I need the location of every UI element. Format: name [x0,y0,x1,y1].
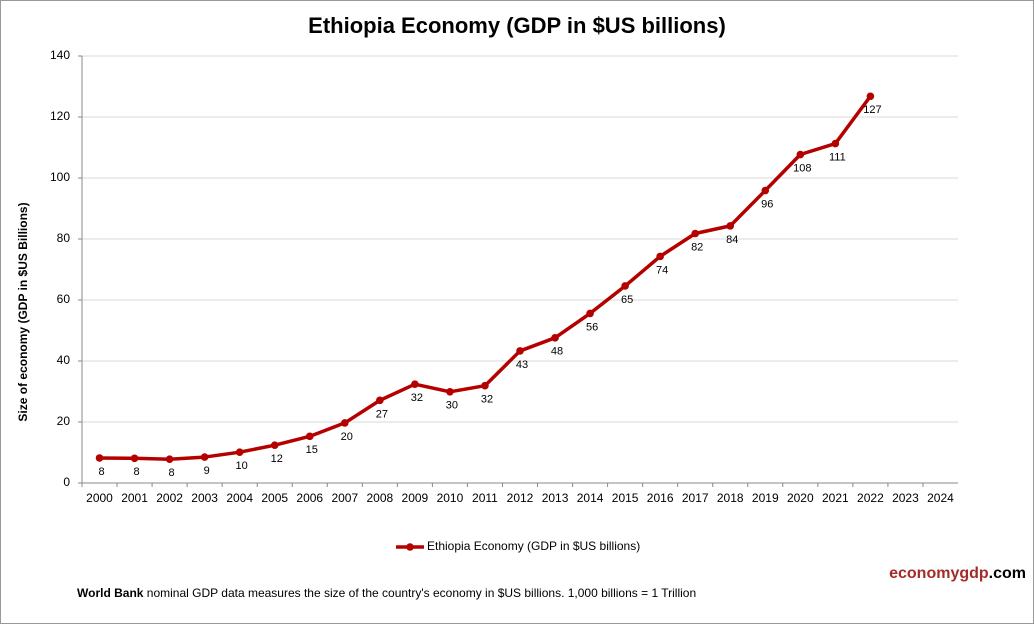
y-tick-label: 20 [57,414,71,428]
chart-title: Ethiopia Economy (GDP in $US billions) [308,13,726,38]
data-label: 74 [656,264,668,276]
x-tick-label: 2019 [752,491,779,505]
data-point [95,454,104,462]
footnote-text: nominal GDP data measures the size of th… [143,586,696,600]
data-label: 15 [306,444,318,456]
x-tick-label: 2020 [787,491,814,505]
data-label: 32 [481,394,493,406]
data-point [200,453,209,461]
data-point [726,222,735,230]
data-point [866,92,875,101]
data-point [270,441,279,449]
y-tick-label: 120 [50,109,70,123]
data-label: 8 [169,467,175,479]
y-axis-label: Size of economy (GDP in $US Billions) [16,202,30,421]
data-point [446,388,454,396]
data-label: 32 [411,392,423,404]
y-tick-label: 80 [57,231,71,245]
legend-marker [406,543,414,551]
footnote-bold: World Bank [77,586,144,600]
brand-main: economygdp [889,565,989,582]
x-tick-label: 2002 [156,491,183,505]
data-label: 48 [551,346,563,358]
data-label: 108 [793,162,811,174]
data-label: 27 [376,408,388,420]
x-tick-label: 2013 [542,491,569,505]
data-point [551,334,559,342]
y-tick-label: 140 [50,48,70,62]
data-point [796,150,805,159]
x-tick-label: 2023 [892,491,919,505]
x-tick-label: 2011 [472,491,498,505]
data-point [516,347,524,355]
data-label: 20 [341,431,353,443]
x-tick-label: 2008 [366,491,393,505]
data-label: 8 [133,466,139,478]
data-label: 65 [621,294,633,306]
x-tick-label: 2016 [647,491,674,505]
data-label: 84 [726,234,738,246]
brand-suffix: .com [989,565,1026,582]
data-point [656,252,664,261]
data-label: 111 [829,151,846,163]
x-tick-label: 2024 [927,491,954,505]
x-tick-label: 2007 [331,491,358,505]
data-label: 10 [236,460,248,472]
x-tick-label: 2022 [857,491,884,505]
data-point [305,432,314,441]
x-tick-label: 2003 [191,491,218,505]
x-tick-label: 2001 [121,491,148,505]
data-point [481,381,489,390]
data-label: 9 [204,465,210,477]
data-point [691,229,699,238]
data-label: 96 [761,198,773,210]
x-tick-label: 2017 [682,491,709,505]
data-label: 30 [446,400,458,412]
y-tick-label: 100 [50,170,70,184]
y-tick-label: 60 [57,292,71,306]
data-point [165,455,174,464]
data-label: 127 [863,104,881,116]
x-tick-label: 2006 [296,491,323,505]
data-label: 82 [691,241,703,253]
brand: economygdp.com [889,565,1026,582]
data-point [761,186,770,195]
data-label: 56 [586,321,598,333]
data-point [621,282,629,290]
x-tick-label: 2005 [261,491,288,505]
footnote: World Bank nominal GDP data measures the… [77,586,696,600]
y-tick-label: 0 [63,475,70,489]
x-tick-label: 2009 [402,491,429,505]
data-point [341,419,349,427]
data-point [376,396,384,405]
y-tick-label: 40 [57,353,71,367]
data-label: 43 [516,359,528,371]
x-tick-label: 2018 [717,491,744,505]
data-point [411,380,419,388]
data-point [586,309,594,318]
data-label: 8 [98,466,104,478]
x-tick-label: 2000 [86,491,113,505]
data-point [235,448,244,456]
x-tick-label: 2010 [437,491,464,505]
x-tick-label: 2021 [822,491,849,505]
x-tick-label: 2015 [612,491,639,505]
data-point [831,139,840,148]
data-label: 12 [271,453,283,465]
legend-label: Ethiopia Economy (GDP in $US billions) [427,539,640,553]
x-tick-label: 2012 [507,491,534,505]
data-point [130,454,139,463]
x-tick-label: 2004 [226,491,253,505]
x-tick-label: 2014 [577,491,604,505]
